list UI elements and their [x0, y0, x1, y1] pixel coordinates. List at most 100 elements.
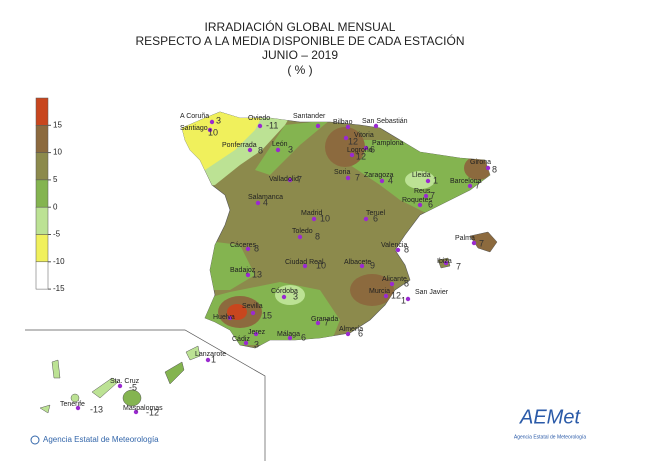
- legend-band: [35, 152, 49, 181]
- station-value: 8: [254, 243, 259, 253]
- legend-band: [35, 97, 49, 126]
- station-value: 8: [492, 164, 497, 174]
- station-name: León: [272, 141, 288, 148]
- station-name: Madrid: [301, 210, 323, 217]
- station-name: Palma: [455, 235, 475, 242]
- station-value: 7: [324, 317, 329, 327]
- footer: Agencia Estatal de Meteorología: [43, 435, 159, 444]
- station-name: Granada: [311, 316, 338, 323]
- legend-label: -5: [53, 230, 61, 239]
- station-dot: [343, 135, 349, 141]
- station-value: 4: [388, 175, 393, 185]
- station-name: Logroño: [347, 147, 373, 154]
- station-dot: [281, 294, 287, 300]
- station-name: Oviedo: [248, 115, 270, 122]
- station-dot: [349, 152, 355, 158]
- station-name: Soria: [334, 169, 350, 176]
- station-dot: [243, 340, 249, 346]
- station-dot: [133, 409, 139, 415]
- station-name: Almería: [339, 326, 363, 333]
- station-dot: [257, 123, 263, 129]
- copyright-icon: [30, 435, 40, 445]
- station-name: Zaragoza: [364, 172, 394, 179]
- station-name: Maspalomas: [123, 405, 163, 412]
- station-dot: [485, 165, 491, 171]
- station-value: 9: [370, 260, 375, 270]
- station-name: Cáceres: [230, 242, 257, 249]
- station-value: 3: [293, 291, 298, 301]
- station-dot: [395, 247, 401, 253]
- station-dot: [253, 331, 259, 337]
- station-name: Badajoz: [230, 267, 256, 274]
- station-dot: [205, 357, 211, 363]
- station-name: Sta. Cruz: [110, 378, 140, 385]
- station-name: Cádiz: [232, 336, 250, 343]
- station-dot: [245, 272, 251, 278]
- station-dot: [467, 183, 473, 189]
- station-dot: [471, 240, 477, 246]
- station-value: 12: [356, 151, 366, 161]
- station-value: 13: [252, 269, 262, 279]
- station-value: 6: [370, 144, 375, 154]
- station-name: Reus: [414, 188, 431, 195]
- station-value: 7: [475, 180, 480, 190]
- station-value: 8: [404, 244, 409, 254]
- station-name: Málaga: [277, 331, 300, 338]
- station-name: Teruel: [366, 210, 386, 217]
- station-value: -12: [146, 407, 159, 417]
- station-dot: [227, 315, 233, 321]
- station-value: 15: [262, 310, 272, 320]
- station-value: 4: [263, 197, 268, 207]
- legend-band: [35, 206, 49, 235]
- station-value: -13: [90, 404, 103, 414]
- station-dot: [379, 178, 385, 184]
- station-dot: [373, 123, 379, 129]
- station-name: Salamanca: [248, 194, 283, 201]
- station-dot: [345, 331, 351, 337]
- legend-label: 15: [53, 120, 62, 129]
- station-name: Barcelona: [450, 178, 482, 185]
- station-name: Ponferrada: [222, 142, 257, 149]
- station-value: -11: [266, 120, 278, 130]
- station-name: Valladolid: [269, 176, 299, 183]
- station-dot: [250, 310, 256, 316]
- station-dot: [117, 383, 123, 389]
- legend-band: [35, 125, 49, 153]
- station-value: 1: [401, 295, 406, 305]
- legend-band: [35, 179, 49, 208]
- station-name: Sevilla: [242, 303, 263, 310]
- title-line: JUNIO – 2019: [262, 48, 338, 62]
- station-value: 10: [316, 260, 326, 270]
- station-dot: [255, 200, 261, 206]
- station-dot: [389, 281, 395, 287]
- station-value: 8: [404, 278, 409, 288]
- station-dot: [315, 123, 321, 129]
- station-dot: [297, 234, 303, 240]
- station-name: Lanzarote: [195, 351, 226, 358]
- legend-label: -15: [53, 284, 65, 293]
- station-dot: [345, 175, 351, 181]
- station-dot: [345, 124, 351, 130]
- title-line: IRRADIACIÓN GLOBAL MENSUAL: [205, 19, 396, 34]
- station-name: Pamplona: [372, 140, 404, 147]
- legend-label: 5: [53, 175, 58, 184]
- station-value: 6: [428, 199, 433, 209]
- station-name: A Coruña: [180, 113, 209, 120]
- station-name: Jerez: [248, 329, 266, 336]
- station-name: Santander: [293, 113, 326, 120]
- station-name: Córdoba: [271, 288, 298, 295]
- legend-label: -10: [53, 257, 65, 266]
- station-name: San Sebastián: [362, 118, 408, 125]
- station-value: 3: [216, 115, 221, 125]
- station-name: Bilbao: [333, 119, 353, 126]
- station-value: 7: [297, 174, 302, 184]
- station-dot: [207, 127, 213, 133]
- station-dot: [302, 263, 308, 269]
- station-value: 12: [348, 136, 358, 146]
- station-value: 7: [355, 172, 360, 182]
- legend-label: 10: [53, 148, 62, 157]
- station-name: Roquetes: [402, 197, 432, 204]
- station-dot: [287, 335, 293, 341]
- station-name: Murcia: [369, 288, 390, 295]
